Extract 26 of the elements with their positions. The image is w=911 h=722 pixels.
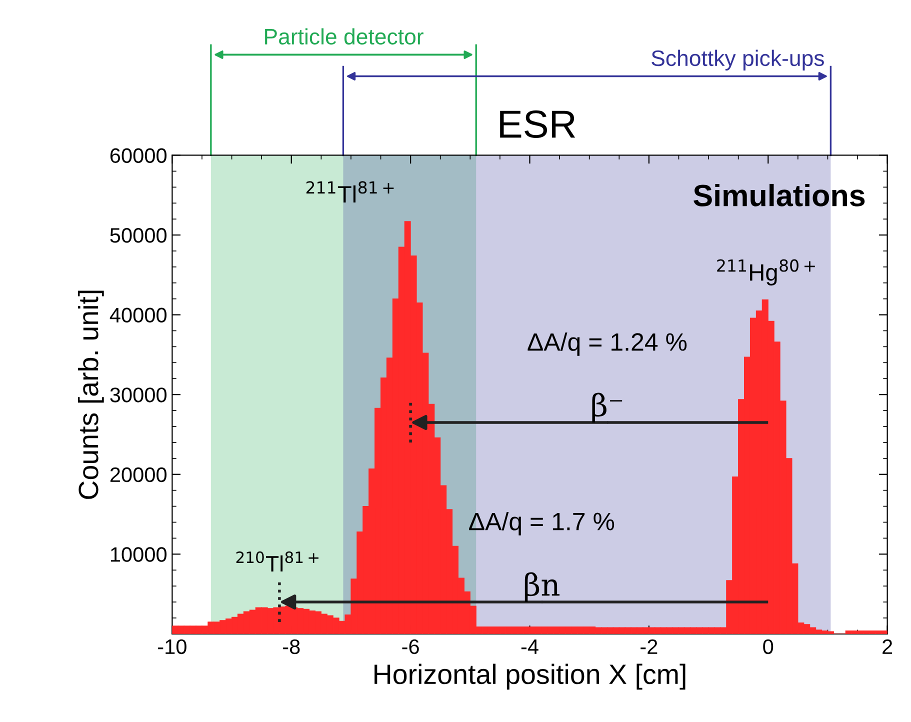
y-tick-label: 60000 xyxy=(110,148,167,163)
x-tick-label: -10 xyxy=(158,639,186,654)
x-tick-label: -8 xyxy=(283,639,300,654)
x-tick-label: 0 xyxy=(763,639,774,654)
annotation: β⁻ xyxy=(592,392,622,422)
y-tick-label: 50000 xyxy=(110,228,167,243)
y-tick-label: 10000 xyxy=(110,547,167,562)
x-tick-label: 2 xyxy=(882,639,892,654)
annotation: ΔA/q = 1.7 % xyxy=(469,512,614,536)
band-label: Particle detector xyxy=(265,28,424,45)
annotation: βn xyxy=(524,572,560,602)
y-tick-label: 40000 xyxy=(110,308,167,323)
annotation: Simulations xyxy=(694,184,865,206)
y-tick-label: 20000 xyxy=(110,467,167,482)
annotation: ΔA/q = 1.24 % xyxy=(528,332,687,356)
x-tick-label: -4 xyxy=(521,640,538,654)
x-tick-label: -2 xyxy=(640,639,658,654)
annotation: $^{211}$Hg$^{80+}$ xyxy=(717,259,815,286)
band-label: Schottky pick-ups xyxy=(652,50,824,71)
annotation: $^{210}$Tl$^{81+}$ xyxy=(236,551,318,572)
x-axis-title: Horizontal position X [cm] xyxy=(374,664,686,690)
x-tick-label: -6 xyxy=(402,639,419,654)
annotation: $^{211}$Tl$^{81+}$ xyxy=(306,181,394,202)
y-tick-label: 30000 xyxy=(110,388,167,402)
y-axis-title: Counts [arb. unit] xyxy=(78,290,104,499)
text: ESR xyxy=(500,110,576,138)
